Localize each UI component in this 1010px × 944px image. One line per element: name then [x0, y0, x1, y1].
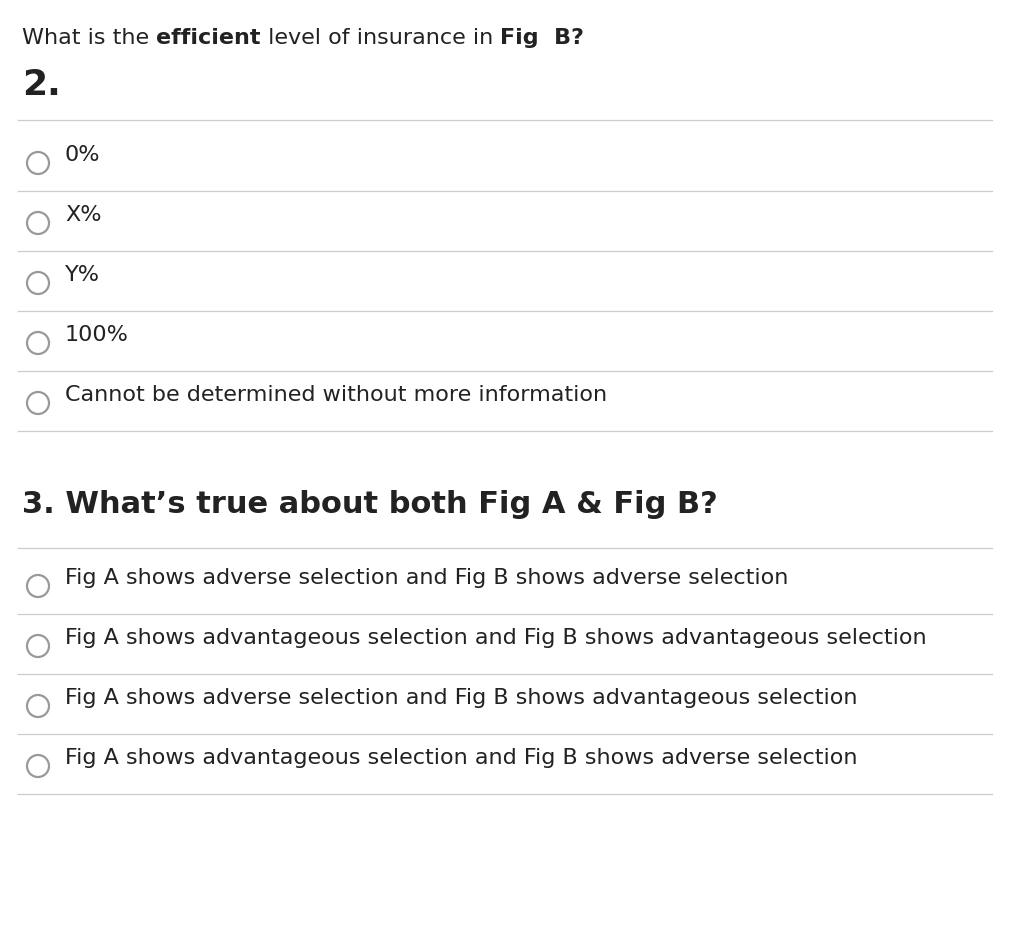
Text: 2.: 2. [22, 68, 61, 102]
Text: 3. What’s true about both Fig A & Fig B?: 3. What’s true about both Fig A & Fig B? [22, 490, 718, 519]
Text: X%: X% [65, 205, 101, 225]
Text: Fig A shows adverse selection and Fig B shows adverse selection: Fig A shows adverse selection and Fig B … [65, 568, 789, 588]
Text: Fig A shows advantageous selection and Fig B shows advantageous selection: Fig A shows advantageous selection and F… [65, 628, 926, 648]
Text: Fig  B?: Fig B? [500, 28, 584, 48]
Text: efficient: efficient [157, 28, 261, 48]
Text: level of insurance in: level of insurance in [261, 28, 500, 48]
Text: Y%: Y% [65, 265, 100, 285]
Text: 0%: 0% [65, 145, 101, 165]
Text: 100%: 100% [65, 325, 129, 345]
Text: Fig A shows adverse selection and Fig B shows advantageous selection: Fig A shows adverse selection and Fig B … [65, 688, 857, 708]
Text: Cannot be determined without more information: Cannot be determined without more inform… [65, 385, 607, 405]
Text: Fig A shows advantageous selection and Fig B shows adverse selection: Fig A shows advantageous selection and F… [65, 748, 857, 768]
Text: What is the: What is the [22, 28, 157, 48]
